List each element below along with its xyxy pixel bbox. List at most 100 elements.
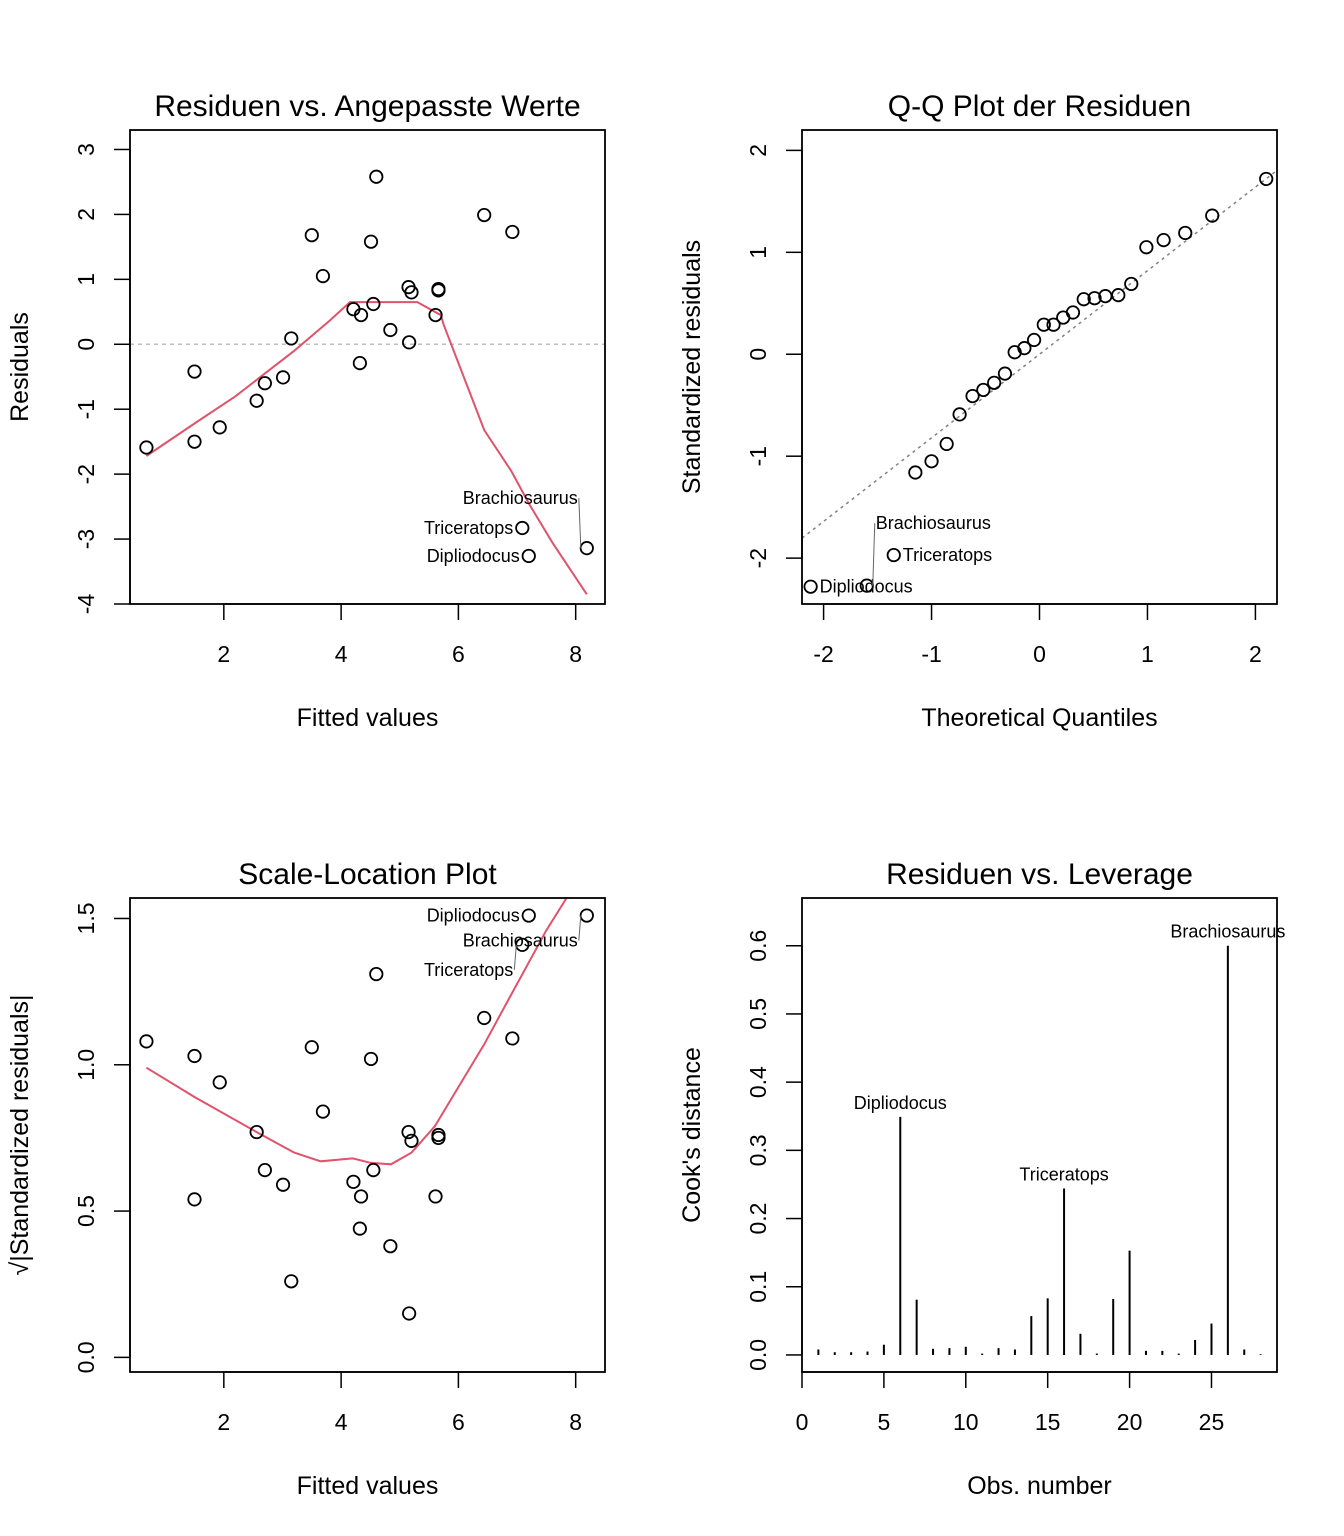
- chart-title: Scale-Location Plot: [238, 858, 497, 891]
- label-leader-line: [872, 523, 876, 586]
- x-tick-label: 8: [569, 1409, 582, 1435]
- x-axis: 2 4 6 8: [217, 603, 582, 667]
- plot-area: [130, 169, 605, 595]
- data-point: [1027, 332, 1042, 348]
- point-label: Triceratops: [424, 960, 513, 980]
- data-point: [257, 376, 272, 391]
- data-point: [924, 454, 939, 469]
- point-label: Dipliodocus: [427, 906, 520, 926]
- data-point: [402, 1306, 417, 1321]
- y-tick-label: 0: [745, 348, 771, 361]
- x-axis-label: Theoretical Quantiles: [921, 704, 1157, 732]
- data-point: [477, 1010, 492, 1026]
- data-point: [366, 1163, 381, 1178]
- x-tick-label: 6: [452, 1409, 465, 1435]
- plot-frame: [129, 129, 606, 605]
- chart-title: Residuen vs. Leverage: [886, 858, 1193, 891]
- data-point: [505, 224, 520, 240]
- data-point: [1156, 232, 1171, 248]
- y-tick-label: 0.1: [745, 1271, 771, 1303]
- data-point: [404, 1133, 419, 1148]
- x-tick-label: -1: [921, 641, 941, 667]
- data-point: [404, 285, 419, 300]
- data-point: [366, 296, 381, 312]
- data-point: [803, 579, 818, 594]
- smoother-line: [145, 301, 588, 595]
- x-axis-label: Fitted values: [297, 704, 439, 732]
- data-point: [1076, 292, 1091, 307]
- y-tick-label: 1: [73, 273, 99, 286]
- x-tick-label: 6: [452, 641, 465, 667]
- point-label: Brachiosaurus: [1170, 922, 1285, 942]
- x-axis: 0 5 10 15 20 25: [796, 1371, 1225, 1435]
- data-point: [139, 440, 154, 455]
- data-point: [401, 1124, 416, 1140]
- y-axis-label: √|Standardized residuals|: [6, 994, 34, 1275]
- x-tick-label: -2: [813, 641, 833, 667]
- data-point: [363, 234, 379, 249]
- x-tick-label: 25: [1199, 1409, 1225, 1435]
- y-tick-label: 0: [73, 338, 99, 351]
- point-labels: Dipliodocus Triceratops Brachiosaurus: [854, 922, 1286, 1185]
- chart-title: Q-Q Plot der Residuen: [888, 90, 1191, 123]
- data-point: [431, 1127, 446, 1143]
- x-axis: -2 -1 0 1 2: [813, 603, 1262, 667]
- data-point: [987, 375, 1002, 390]
- data-point: [212, 420, 227, 435]
- y-tick-label: -1: [73, 399, 99, 419]
- data-point: [428, 1189, 443, 1204]
- data-point: [952, 407, 967, 422]
- x-axis-label: Fitted values: [297, 1472, 439, 1500]
- data-point: [249, 1124, 264, 1140]
- point-label: Dipliodocus: [427, 546, 520, 566]
- plot-area: [817, 945, 1262, 1355]
- point-label: Brachiosaurus: [876, 513, 991, 533]
- x-tick-label: 2: [217, 1409, 230, 1435]
- y-tick-label: 0.2: [745, 1203, 771, 1235]
- data-point: [976, 382, 991, 398]
- data-point: [139, 1034, 154, 1049]
- label-leader-line: [578, 915, 582, 941]
- y-axis-label: Residuals: [6, 312, 34, 422]
- data-point: [369, 169, 384, 184]
- y-tick-label: 0.3: [745, 1134, 771, 1166]
- y-tick-label: 0.5: [745, 998, 771, 1030]
- smoother-line: [145, 898, 568, 1166]
- x-tick-label: 4: [335, 641, 348, 667]
- data-point: [886, 547, 901, 563]
- data-point: [428, 307, 443, 323]
- data-point: [1087, 291, 1102, 306]
- data-point: [304, 1040, 319, 1055]
- residuals-vs-fitted-panel: Residuen vs. Angepasste Werte Fitted valu…: [6, 90, 606, 732]
- data-point: [363, 1051, 379, 1067]
- data-point: [997, 366, 1013, 381]
- data-point: [1046, 317, 1061, 332]
- data-point: [275, 1177, 291, 1192]
- x-tick-label: 0: [1033, 641, 1046, 667]
- plot-area: [139, 898, 594, 1321]
- y-tick-label: 0.4: [745, 1066, 771, 1098]
- x-tick-label: 4: [335, 1409, 348, 1435]
- data-point: [1205, 208, 1220, 223]
- data-point: [1178, 225, 1193, 241]
- x-tick-label: 1: [1141, 641, 1154, 667]
- y-tick-label: 0.0: [745, 1339, 771, 1371]
- point-labels: Dipliodocus Brachiosaurus Triceratops: [424, 906, 582, 980]
- data-point: [187, 1048, 202, 1064]
- y-axis: 0.0 0.5 1.0 1.5: [73, 902, 131, 1373]
- x-tick-label: 0: [796, 1409, 809, 1435]
- data-point: [515, 520, 530, 536]
- x-axis: 2 4 6 8: [217, 1371, 582, 1435]
- y-tick-label: -1: [745, 446, 771, 466]
- data-point: [579, 541, 594, 556]
- data-point: [521, 548, 536, 564]
- data-point: [284, 331, 299, 346]
- y-tick-label: -3: [73, 529, 99, 549]
- data-point: [1259, 171, 1274, 187]
- chart-title: Residuen vs. Angepasste Werte: [154, 90, 580, 123]
- y-tick-label: 3: [73, 143, 99, 156]
- data-point: [505, 1031, 520, 1046]
- y-axis: 0.0 0.1 0.2 0.3 0.4 0.5 0.6: [745, 930, 803, 1371]
- data-point: [383, 1239, 398, 1254]
